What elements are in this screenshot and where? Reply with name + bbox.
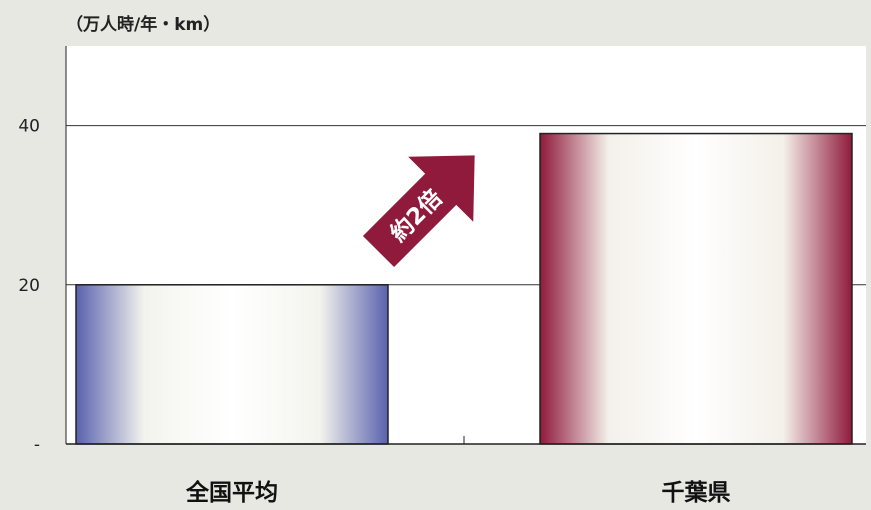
category-label: 千葉県 [662, 480, 731, 506]
category-label: 全国平均 [185, 479, 278, 506]
y-axis-unit-label: （万人時/年・km） [66, 14, 220, 35]
x-axis-categories: 全国平均 千葉県 [185, 479, 731, 506]
arrow-shape [362, 155, 475, 268]
bar-2 [539, 132, 853, 445]
y-tick-label: 20 [18, 276, 40, 296]
bar-1 [75, 284, 389, 445]
y-tick-label: - [34, 435, 40, 455]
y-axis-ticks: - 20 40 [18, 117, 40, 455]
bars [75, 132, 853, 445]
y-tick-label: 40 [18, 117, 40, 137]
